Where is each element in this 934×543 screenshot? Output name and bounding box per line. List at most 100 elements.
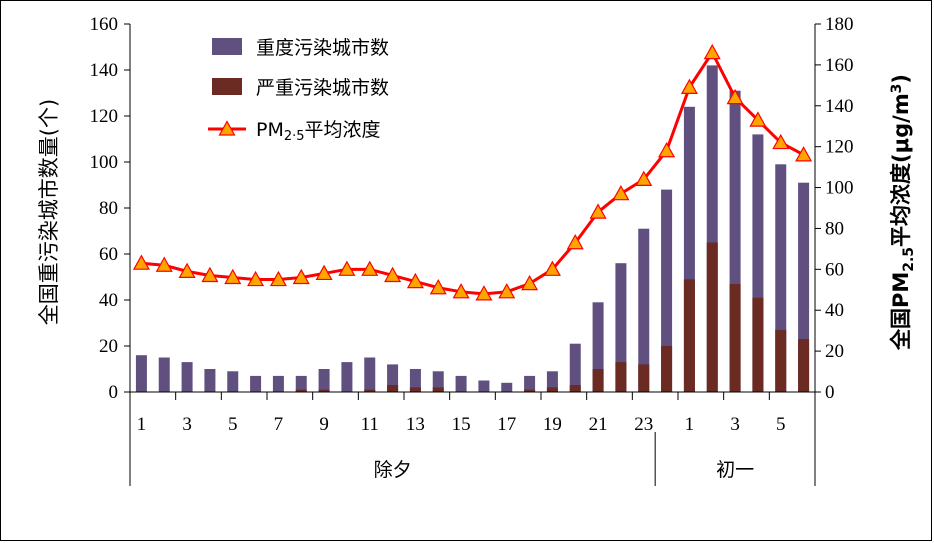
severe-bar-29 [775, 329, 787, 392]
left-tick-label: 160 [90, 14, 119, 35]
pm25-point-14 [429, 278, 447, 295]
pm25-point-10 [338, 260, 356, 276]
heavy-bar-18 [524, 375, 536, 392]
heavy-bar-7 [272, 375, 284, 392]
heavy-bar-12 [387, 364, 399, 392]
legend-pm-main: PM [256, 119, 284, 141]
group-label: 除夕 [374, 459, 412, 481]
pm25-point-12 [384, 266, 402, 283]
severe-bar-20 [569, 385, 581, 392]
severe-bar-22 [615, 362, 627, 392]
left-tick-label: 60 [99, 244, 118, 265]
right-tick-label: 140 [825, 96, 854, 117]
severe-bar-26 [706, 242, 718, 392]
x-tick-label: 1 [685, 414, 695, 435]
legend-swatch-severe [212, 78, 242, 95]
legend-swatch-heavy [212, 38, 242, 55]
x-tick-label: 7 [274, 414, 284, 435]
left-tick-label: 40 [99, 290, 118, 311]
heavy-bar-1 [135, 355, 147, 392]
pm25-point-19 [543, 260, 561, 276]
heavy-bar-16 [478, 380, 490, 392]
heavy-bar-22 [615, 263, 627, 392]
heavy-bar-26 [706, 65, 718, 393]
pm25-point-4 [201, 266, 219, 283]
pm25-point-16 [475, 285, 493, 301]
left-axis-title: 全国重污染城市数量(个) [37, 99, 61, 325]
heavy-bar-6 [250, 375, 262, 392]
pm25-point-2 [155, 256, 173, 272]
x-tick-label: 9 [319, 414, 329, 435]
right-tick-label: 160 [825, 55, 854, 76]
x-tick-label: 5 [228, 414, 238, 435]
pm25-point-22 [612, 184, 630, 201]
right-axis-title: 全国PM2.5平均浓度(μg/m3) [889, 74, 917, 351]
pm25-point-24 [658, 142, 676, 158]
severe-bar-27 [729, 283, 741, 392]
heavy-pollution-bars [135, 65, 810, 393]
axis-titles: 全国重污染城市数量(个) 全国PM2.5平均浓度(μg/m3) [37, 74, 917, 351]
severe-pollution-bars [295, 242, 810, 392]
left-tick-label: 0 [109, 382, 119, 403]
pm25-point-29 [772, 133, 790, 150]
pm25-point-1 [132, 254, 150, 270]
severe-bar-25 [683, 279, 695, 392]
legend-label-heavy: 重度污染城市数 [256, 37, 389, 59]
pm25-point-27 [726, 88, 744, 105]
left-tick-label: 80 [99, 198, 118, 219]
x-tick-label: 11 [361, 414, 379, 435]
right-tick-label: 60 [825, 259, 844, 280]
x-tick-label: 13 [406, 414, 425, 435]
severe-bar-12 [387, 385, 399, 392]
heavy-bar-29 [775, 164, 787, 392]
heavy-bar-14 [432, 371, 444, 392]
pm25-point-8 [292, 268, 310, 285]
heavy-bar-30 [798, 182, 810, 392]
left-tick-label: 20 [99, 336, 118, 357]
severe-bar-19 [546, 387, 558, 392]
chart-axes: 0 20 40 60 80 100 120 140 160 0 20 40 60 80 100 120 140 1… [90, 14, 854, 486]
x-tick-label: 5 [776, 414, 786, 435]
heavy-bar-19 [546, 371, 558, 392]
pm25-point-11 [361, 260, 379, 276]
heavy-bar-24 [661, 189, 673, 392]
heavy-bar-2 [158, 357, 170, 392]
pm25-point-25 [680, 78, 698, 94]
right-title-mid: 平均浓度(μg/m [889, 93, 913, 247]
right-tick-label: 100 [825, 178, 854, 199]
pm25-point-17 [498, 283, 516, 299]
right-tick-label: 40 [825, 300, 844, 321]
left-tick-label: 120 [90, 106, 119, 127]
right-title-sub: 2.5 [901, 247, 917, 272]
pm25-point-5 [224, 268, 242, 285]
right-tick-label: 20 [825, 341, 844, 362]
legend-pm-sub: 2·5 [284, 129, 305, 144]
pm25-point-30 [795, 146, 813, 162]
pm25-point-20 [566, 234, 584, 250]
severe-bar-24 [661, 346, 673, 392]
x-tick-label: 15 [452, 414, 471, 435]
legend-marker-pm25 [218, 120, 236, 136]
group-label: 初一 [716, 459, 754, 481]
heavy-bar-9 [318, 369, 330, 392]
pm25-point-15 [452, 283, 470, 299]
x-tick-label: 3 [730, 414, 740, 435]
heavy-bar-23 [638, 228, 650, 392]
pm25-point-9 [315, 264, 333, 281]
heavy-bar-5 [227, 371, 239, 392]
severe-bar-8 [295, 389, 307, 392]
heavy-bar-20 [569, 343, 581, 392]
severe-bar-18 [524, 389, 536, 392]
heavy-bar-28 [752, 134, 764, 392]
heavy-bar-15 [455, 375, 467, 392]
right-title-pre: 全国PM [889, 272, 913, 351]
right-tick-label: 180 [825, 14, 854, 35]
x-tick-label: 21 [589, 414, 608, 435]
heavy-bar-3 [181, 362, 193, 392]
right-title-sup: 3 [889, 84, 905, 94]
severe-bar-30 [798, 339, 810, 392]
pm25-point-26 [703, 43, 721, 60]
